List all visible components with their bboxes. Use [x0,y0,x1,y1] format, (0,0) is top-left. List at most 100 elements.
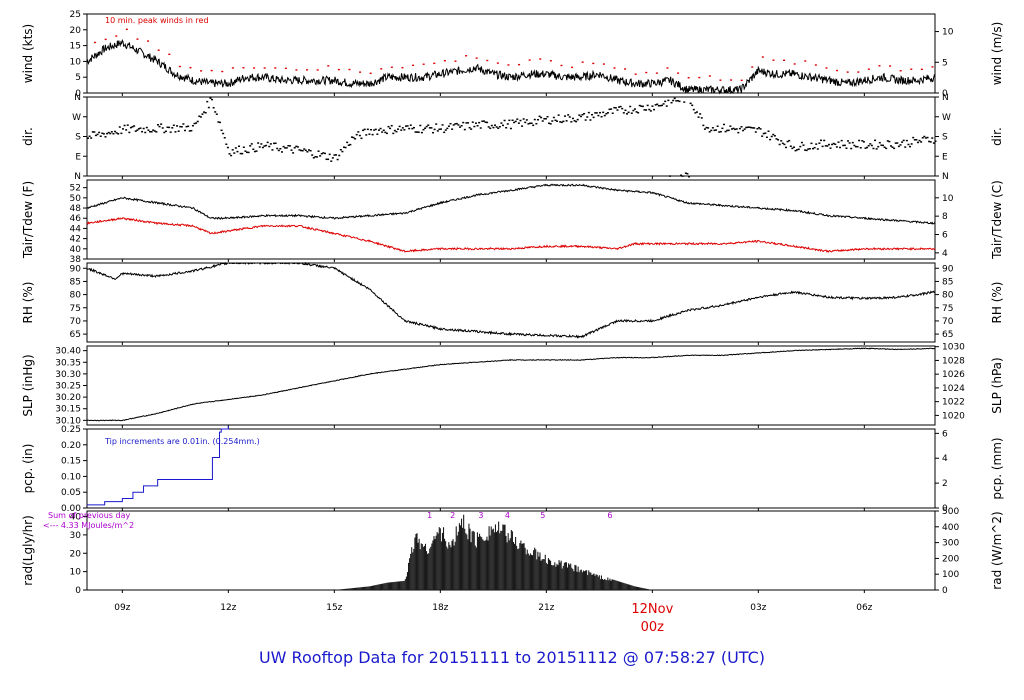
direction-point [481,120,484,123]
direction-point [680,174,683,177]
direction-point [409,124,412,126]
peak-wind-marker [433,62,436,65]
direction-point [750,126,753,129]
direction-point [506,123,509,125]
direction-point [346,141,349,144]
direction-point [465,122,468,124]
y-tick-label: 5 [75,73,81,83]
direction-point [435,123,438,125]
direction-point [665,105,668,107]
y-tick-label: S [75,133,81,143]
peak-wind-marker [168,53,171,56]
rad-annotation-line1: Sum of previous day [48,511,130,520]
direction-point [218,121,221,124]
direction-point [889,145,892,147]
direction-point [535,122,538,125]
direction-point [121,128,124,130]
direction-point [196,120,199,123]
direction-point [727,129,730,132]
direction-point [718,131,721,133]
direction-point [738,127,741,130]
direction-point [730,128,733,130]
direction-point [924,137,927,139]
direction-point [641,105,644,108]
direction-point [800,141,803,144]
direction-point [360,137,363,140]
direction-point [368,133,371,135]
direction-point [885,147,888,150]
direction-point [719,130,722,133]
footer-separator: to [515,648,532,667]
direction-point [702,124,705,127]
direction-point [257,142,260,144]
direction-point [853,144,856,147]
direction-point [487,126,490,128]
direction-point [823,139,826,142]
direction-point [640,105,643,107]
direction-point [252,148,255,151]
direction-point [336,158,339,161]
direction-point [611,112,614,114]
y-axis-label: dir. [21,127,35,146]
direction-point [883,146,886,148]
panel-4 [83,345,939,428]
peak-wind-marker [369,72,372,75]
direction-point [656,103,659,106]
direction-point [366,128,369,131]
direction-point [185,125,188,128]
direction-point [824,145,827,147]
direction-point [207,106,210,109]
direction-point [837,141,840,143]
direction-point [338,154,341,157]
direction-point [428,127,431,129]
direction-point [769,138,772,141]
direction-point [236,150,239,153]
direction-point [319,155,322,157]
direction-point [358,134,361,137]
y-tick-label: E [75,152,81,162]
direction-point [115,132,118,134]
direction-point [916,141,919,144]
direction-point [436,130,439,132]
direction-point [913,139,916,141]
direction-point [255,150,258,152]
x-day-label: 00z [641,620,665,635]
direction-point [288,145,291,147]
direction-point [606,112,609,114]
peak-wind-marker [518,63,521,66]
direction-point [199,116,202,118]
direction-point [536,119,539,121]
direction-point [405,125,407,127]
direction-point [273,142,276,145]
y-tick-label: N [74,93,81,103]
direction-point [118,126,121,128]
direction-point [96,133,99,136]
direction-point [393,129,396,132]
direction-point [354,138,357,140]
direction-point [882,144,884,147]
y-tick-label: N [74,172,81,182]
panel-frame [86,345,936,426]
direction-point [128,131,131,134]
direction-point [311,154,314,156]
y-tick-label: 30.35 [55,358,81,368]
y-tick-label: 42 [70,235,81,245]
direction-point [400,129,403,131]
direction-point [323,152,326,155]
direction-point [420,131,423,134]
direction-point [443,131,446,134]
direction-point [411,127,414,130]
y-right-tick-label: W [942,113,951,123]
direction-point [583,112,586,115]
direction-point [632,109,635,112]
direction-point [314,155,317,158]
direction-point [664,100,667,103]
direction-point [812,147,815,150]
direction-point [819,139,822,142]
direction-point [304,149,307,152]
direction-point [226,146,229,149]
direction-point [732,127,735,130]
direction-point [126,124,129,126]
direction-point [371,133,374,136]
peak-wind-marker [327,65,330,67]
